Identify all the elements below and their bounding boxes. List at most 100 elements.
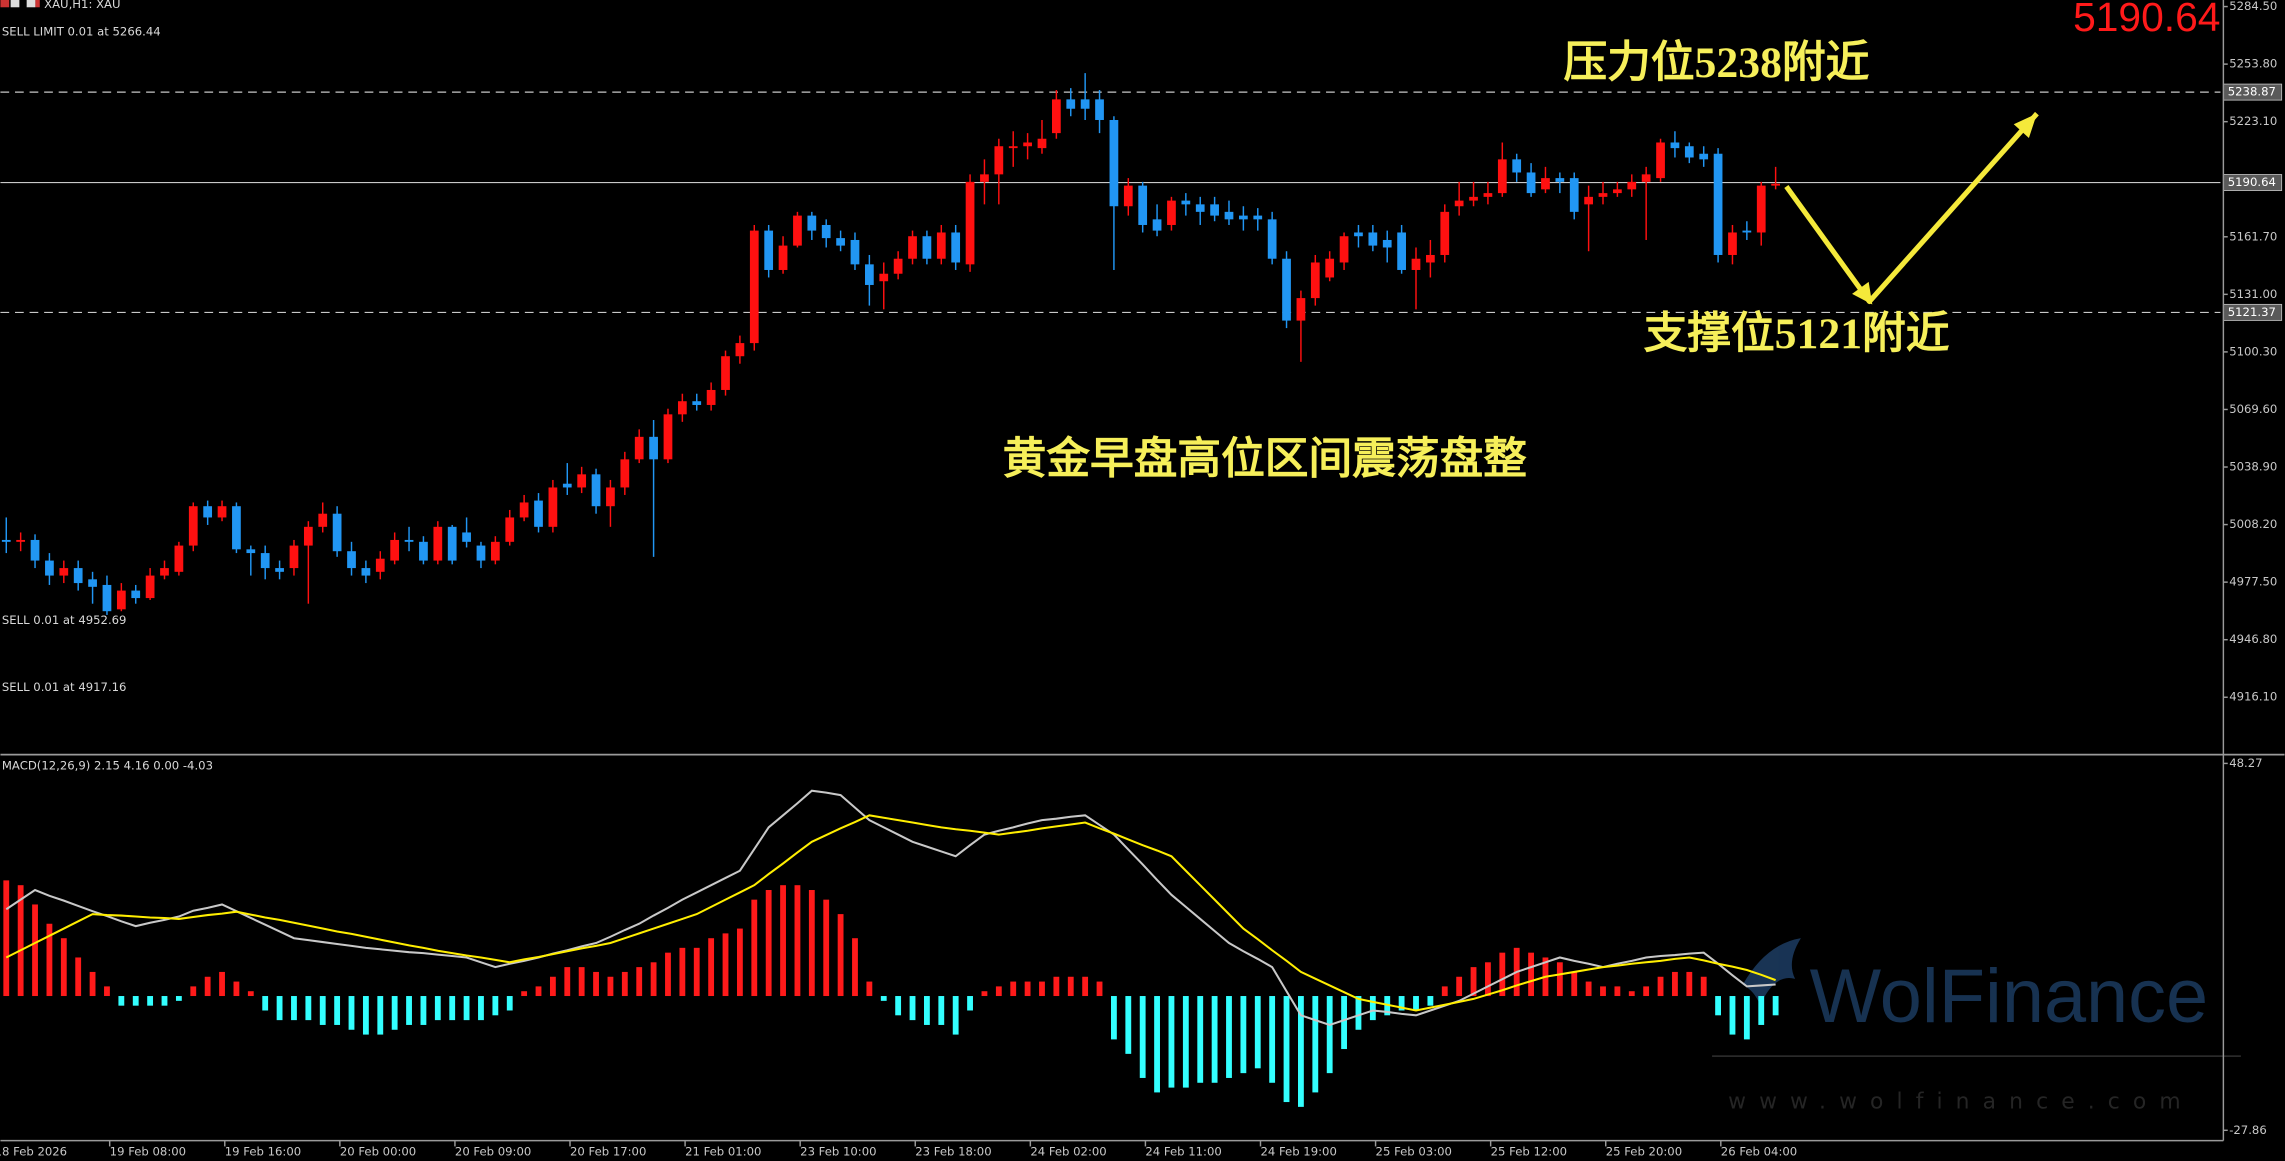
header: XAU,H1: XAU — [0, 0, 121, 11]
histogram-bar — [852, 938, 858, 997]
candle-body — [1210, 204, 1219, 216]
candle-body — [419, 541, 428, 561]
arrow-head — [1852, 281, 1873, 305]
histogram-bar — [1125, 996, 1132, 1054]
histogram-bar — [506, 996, 513, 1011]
histogram-bar — [1772, 996, 1779, 1016]
x-tick-label: 21 Feb 01:00 — [685, 1145, 761, 1159]
histogram-bar — [463, 996, 470, 1021]
candle-body — [1541, 178, 1550, 190]
histogram-bar — [909, 996, 916, 1021]
histogram-bar — [1369, 996, 1376, 1021]
candle-body — [1310, 262, 1320, 299]
x-tick-label: 19 Feb 08:00 — [110, 1145, 186, 1159]
histogram-bar — [1039, 981, 1045, 997]
candle-body — [332, 513, 342, 552]
candle-body — [433, 526, 443, 561]
candle-body — [232, 506, 241, 550]
histogram-bar — [1139, 996, 1146, 1078]
current-price: 5190.64 — [2073, 0, 2220, 40]
candle-body — [45, 560, 54, 576]
histogram-bar — [1499, 952, 1506, 997]
candle-body — [778, 245, 788, 270]
y-tick-label: 5038.90 — [2229, 460, 2277, 474]
histogram-bar — [147, 996, 154, 1006]
histogram-bar — [564, 967, 571, 997]
annotation: 支撑位5121附近 — [1644, 310, 1950, 358]
candle-body — [1469, 196, 1478, 201]
histogram-bar — [132, 996, 139, 1006]
candle-body — [980, 174, 989, 182]
flag-icon — [26, 0, 36, 8]
candle-body — [649, 436, 658, 460]
candle-body — [793, 215, 802, 246]
flag-icon — [10, 0, 20, 8]
candle-body — [764, 230, 774, 270]
price-tag-label: 5190.64 — [2228, 175, 2276, 189]
histogram-bar — [1312, 996, 1319, 1093]
y-tick-label: 5131.00 — [2229, 287, 2277, 301]
y-tick-label: 48.27 — [2229, 756, 2262, 770]
y-tick-label: 5161.70 — [2229, 229, 2277, 243]
watermark-text: WolFinance — [1810, 954, 2209, 1039]
candle-body — [260, 553, 270, 569]
candle-body — [1325, 258, 1335, 278]
x-tick-label: 20 Feb 00:00 — [340, 1145, 416, 1159]
candle-body — [721, 356, 730, 390]
candle-body — [606, 487, 615, 507]
histogram-bar — [794, 885, 801, 997]
candle-body — [1454, 200, 1464, 207]
y-tick-label: 4916.10 — [2229, 690, 2277, 704]
candle-body — [1512, 159, 1522, 173]
histogram-bar — [1341, 996, 1347, 1050]
candle-body — [965, 181, 975, 265]
candle-body — [1080, 99, 1090, 109]
candle-body — [908, 236, 917, 259]
histogram-bar — [1456, 976, 1463, 997]
histogram-bar — [1326, 996, 1333, 1074]
histogram-bar — [1197, 996, 1204, 1083]
candle-body — [1684, 146, 1694, 158]
histogram-bar — [1729, 996, 1736, 1035]
candle-body — [1728, 232, 1737, 255]
histogram-bar — [1096, 981, 1103, 997]
histogram-bar — [377, 996, 384, 1035]
y-tick-label: 5008.20 — [2229, 517, 2277, 531]
candle-body — [1426, 254, 1435, 263]
histogram-bar — [1715, 996, 1721, 1016]
candle-body — [1037, 138, 1047, 149]
candle-body — [1656, 142, 1665, 179]
histogram-bar — [434, 996, 441, 1021]
histogram-bar — [665, 952, 671, 997]
candle-body — [1627, 181, 1637, 190]
x-tick-label: 26 Feb 04:00 — [1721, 1145, 1797, 1159]
candle-body — [1023, 142, 1032, 147]
histogram-bar — [521, 991, 528, 997]
candle-body — [864, 264, 874, 285]
histogram-bar — [1614, 986, 1621, 997]
candle-body — [821, 224, 831, 239]
x-tick-label: 23 Feb 10:00 — [800, 1145, 876, 1159]
histogram-bar — [60, 938, 67, 997]
x-tick-label: 18 Feb 2026 — [0, 1145, 67, 1159]
candle-body — [1282, 258, 1291, 321]
indicator-line — [5, 814, 1776, 1012]
histogram-bar — [1154, 996, 1160, 1093]
price-tag-label: 5121.37 — [2228, 305, 2276, 319]
histogram-bar — [967, 996, 973, 1011]
y-tick-label: 5253.80 — [2229, 57, 2277, 71]
candle-body — [318, 513, 328, 527]
watermark-logo — [1742, 938, 1801, 1006]
histogram-bar — [406, 996, 412, 1025]
candle-body — [1052, 99, 1061, 134]
candle-body — [951, 232, 961, 263]
candle-body — [1440, 211, 1450, 255]
x-tick-label: 25 Feb 20:00 — [1606, 1145, 1682, 1159]
histogram-bar — [1182, 996, 1189, 1088]
histogram-bar — [89, 971, 96, 997]
indicator-title: MACD(12,26,9) 2.15 4.16 0.00 -4.03 — [2, 759, 213, 773]
histogram-bar — [1758, 996, 1765, 1025]
x-tick-label: 20 Feb 17:00 — [570, 1145, 646, 1159]
flag-icon — [35, 0, 40, 8]
histogram-bar — [549, 976, 556, 997]
